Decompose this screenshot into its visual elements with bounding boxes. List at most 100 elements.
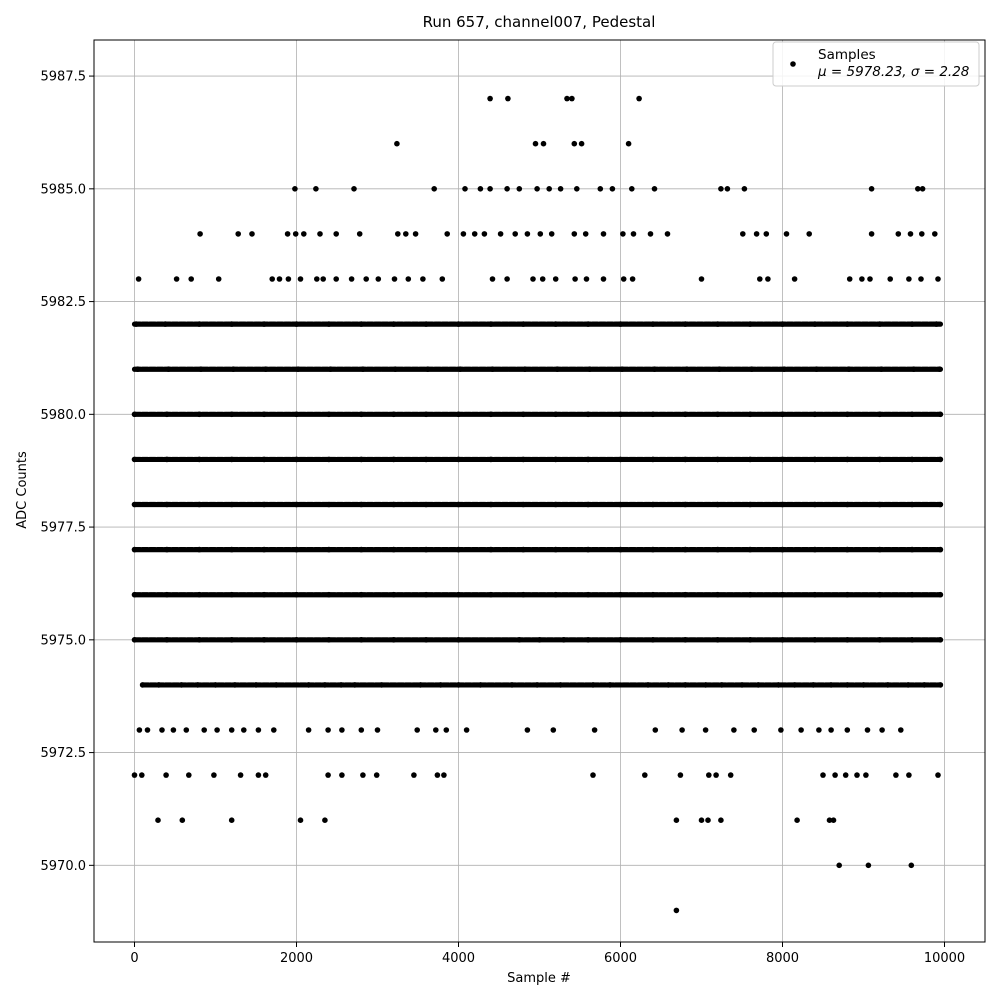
data-point xyxy=(935,772,941,778)
data-point xyxy=(230,366,237,373)
data-point xyxy=(652,727,659,733)
data-point xyxy=(698,817,705,823)
data-point xyxy=(358,637,365,643)
data-point xyxy=(550,727,557,733)
y-tick-label: 5972.5 xyxy=(41,746,87,761)
data-point xyxy=(293,321,300,327)
data-point xyxy=(906,772,912,778)
data-point xyxy=(937,456,944,463)
data-point xyxy=(131,591,138,598)
data-point xyxy=(763,231,770,237)
data-point xyxy=(810,682,817,688)
data-point xyxy=(937,637,944,643)
data-point xyxy=(284,231,291,237)
legend-label: Samples xyxy=(818,47,876,63)
data-point xyxy=(156,682,162,688)
data-point xyxy=(937,501,944,508)
data-point xyxy=(144,727,151,733)
data-point xyxy=(228,591,235,598)
y-tick-label: 5975.0 xyxy=(41,633,87,648)
data-point xyxy=(322,817,328,823)
data-point xyxy=(682,411,689,418)
data-point xyxy=(273,682,280,688)
data-point xyxy=(682,321,689,327)
data-point xyxy=(237,772,244,778)
data-point xyxy=(295,366,301,373)
data-point xyxy=(360,366,366,373)
data-point xyxy=(423,501,429,508)
data-point xyxy=(420,276,426,282)
data-point xyxy=(215,276,222,282)
data-point xyxy=(936,366,943,373)
data-point xyxy=(159,727,165,733)
y-tick-label: 5977.5 xyxy=(41,521,87,536)
data-point xyxy=(600,231,607,237)
data-point xyxy=(477,682,484,688)
data-point xyxy=(625,140,632,147)
data-point xyxy=(255,772,262,778)
data-point xyxy=(131,637,138,643)
data-point xyxy=(253,682,259,688)
data-point xyxy=(794,817,800,823)
data-point xyxy=(779,456,786,463)
data-point xyxy=(812,637,818,643)
data-point xyxy=(487,95,493,102)
data-point xyxy=(932,231,938,237)
data-point xyxy=(650,501,656,508)
data-point xyxy=(261,456,267,463)
data-point xyxy=(665,682,672,688)
data-point xyxy=(228,456,235,463)
data-point xyxy=(214,727,220,733)
data-point xyxy=(131,501,138,508)
data-point xyxy=(471,231,478,237)
data-point xyxy=(524,231,531,237)
data-point xyxy=(164,591,170,598)
data-point xyxy=(585,321,591,327)
data-point xyxy=(530,276,536,282)
data-point xyxy=(285,276,292,282)
data-point xyxy=(522,366,528,373)
x-tick-label: 0 xyxy=(130,951,138,966)
data-point xyxy=(325,772,331,778)
data-point xyxy=(893,772,899,778)
data-point xyxy=(326,546,332,553)
data-point xyxy=(574,186,580,192)
data-point xyxy=(163,772,169,778)
legend-box xyxy=(772,41,980,87)
data-point xyxy=(348,276,355,282)
data-point xyxy=(600,276,607,282)
data-point xyxy=(650,637,656,643)
data-point xyxy=(713,772,719,778)
data-point xyxy=(557,186,564,192)
data-point xyxy=(455,411,462,418)
data-point xyxy=(378,682,385,688)
data-point xyxy=(719,682,725,688)
data-point xyxy=(455,546,462,553)
data-point xyxy=(578,140,585,147)
data-point xyxy=(196,546,203,553)
data-point xyxy=(812,546,818,553)
data-point xyxy=(297,817,304,823)
data-point xyxy=(937,682,944,688)
data-point xyxy=(135,276,142,282)
data-point xyxy=(546,186,552,192)
data-point xyxy=(664,231,671,237)
data-point xyxy=(305,727,312,733)
data-point xyxy=(186,772,192,778)
data-point xyxy=(909,591,915,598)
data-point xyxy=(844,637,851,643)
data-point xyxy=(423,411,429,418)
data-point xyxy=(339,772,345,778)
data-point xyxy=(747,501,753,508)
data-point xyxy=(196,637,203,643)
data-point xyxy=(358,727,365,733)
data-point xyxy=(497,231,504,237)
data-point xyxy=(842,772,849,778)
data-point xyxy=(682,682,689,688)
data-point xyxy=(820,772,826,778)
data-point xyxy=(607,682,613,688)
data-point xyxy=(617,456,624,463)
data-point xyxy=(844,682,851,688)
data-point xyxy=(431,186,438,192)
data-point xyxy=(673,817,680,823)
